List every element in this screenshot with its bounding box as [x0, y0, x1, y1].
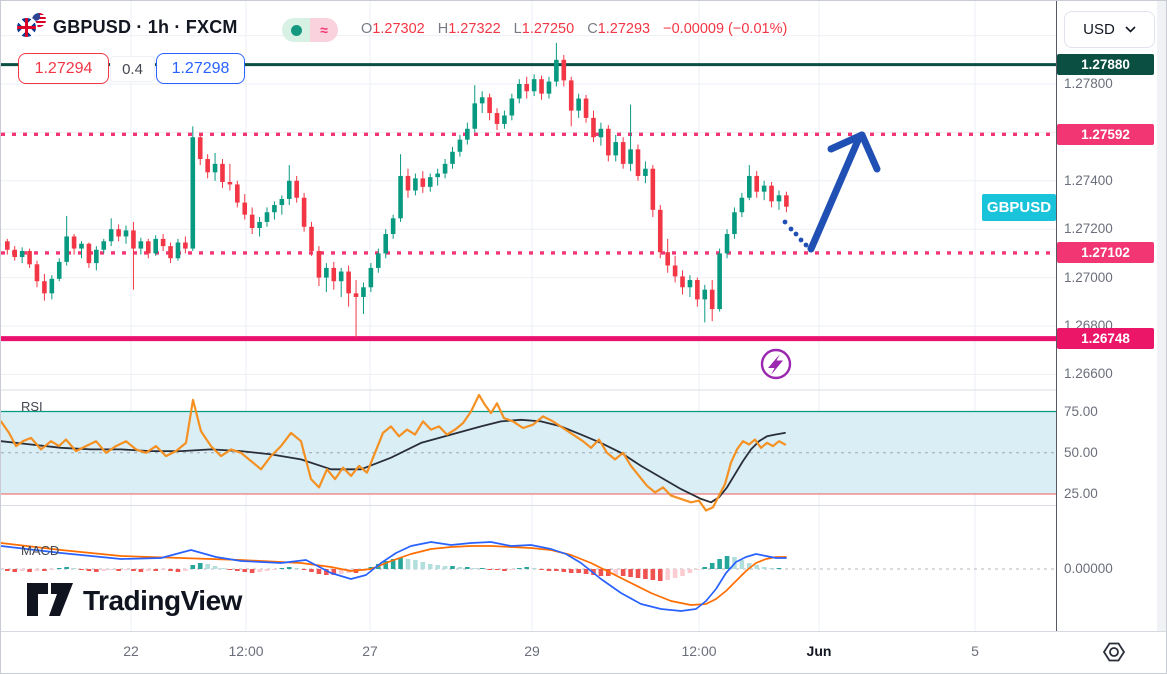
open-label: O — [361, 21, 373, 37]
price-tick-label: 1.27800 — [1064, 76, 1113, 91]
price-level-tag: 1.27880 — [1057, 54, 1154, 76]
price-level-tag: 1.27102 — [1057, 242, 1154, 264]
symbol-flags-icon — [17, 13, 51, 41]
rsi-pane-label: RSI — [21, 399, 43, 414]
price-tick-label: 1.27000 — [1064, 269, 1113, 285]
price-axis-border — [1056, 1, 1057, 673]
currency-selector[interactable]: USD — [1064, 11, 1155, 48]
close-label: C — [587, 21, 598, 37]
currency-value: USD — [1083, 21, 1115, 38]
chevron-down-icon — [1125, 26, 1136, 33]
symbol-title: GBPUSD · 1h · FXCM — [53, 17, 238, 37]
sell-button[interactable]: 1.27294 — [18, 53, 109, 84]
lightning-icon[interactable] — [759, 347, 793, 381]
macd-pane-label: MACD — [21, 543, 60, 558]
tradingview-logo[interactable]: TradingView — [27, 583, 242, 619]
time-axis[interactable]: 22 12:00 27 29 12:00 Jun 5 — [1, 631, 1166, 673]
time-tick-label: 12:00 — [681, 643, 717, 659]
high-value: 1.27322 — [448, 21, 501, 37]
rsi-tick-label: 25.00 — [1064, 486, 1098, 501]
open-value: 1.27302 — [372, 21, 425, 37]
approx-price-icon: ≈ — [310, 18, 338, 42]
rsi-tick-label: 50.00 — [1064, 444, 1098, 460]
window-scroll-strip — [1157, 1, 1166, 673]
macd-tick-label: 0.00000 — [1064, 561, 1113, 576]
price-tick-label: 1.27400 — [1064, 172, 1113, 188]
green-dot-icon — [290, 24, 302, 36]
symbol-price-tag: GBPUSD — [982, 194, 1056, 221]
price-tick-label: 1.27200 — [1064, 221, 1113, 237]
tradingview-logo-text: TradingView — [83, 585, 242, 616]
spread-value: 0.4 — [110, 56, 155, 82]
low-value: 1.27250 — [521, 21, 575, 37]
market-status-pill[interactable]: ≈ — [282, 18, 338, 42]
time-tick-label: 22 — [123, 643, 139, 659]
rsi-tick-label: 75.00 — [1064, 403, 1098, 419]
close-value: 1.27293 — [597, 21, 651, 37]
gb-flag-icon — [17, 18, 36, 37]
time-tick-label: 5 — [971, 643, 979, 659]
time-tick-label: Jun — [806, 643, 832, 659]
time-tick-label: 27 — [362, 643, 378, 659]
tradingview-logo-icon — [27, 583, 73, 616]
low-label: L — [513, 21, 522, 37]
change-value: −0.00009 (−0.01%) — [663, 21, 788, 37]
buy-button[interactable]: 1.27298 — [156, 53, 245, 84]
chart-canvas[interactable] — [1, 1, 1056, 631]
high-label: H — [437, 21, 449, 37]
price-level-tag: 1.26748 — [1057, 328, 1154, 350]
ohlc-readout: O1.27302 H1.27322 L1.27250 C1.27293 −0.0… — [361, 21, 796, 37]
market-open-indicator — [282, 18, 310, 42]
price-level-tag: 1.27592 — [1057, 123, 1154, 145]
chart-settings-icon[interactable] — [1097, 638, 1131, 666]
time-tick-label: 12:00 — [228, 643, 264, 659]
price-tick-label: 1.26600 — [1064, 366, 1113, 382]
time-tick-label: 29 — [524, 643, 540, 659]
